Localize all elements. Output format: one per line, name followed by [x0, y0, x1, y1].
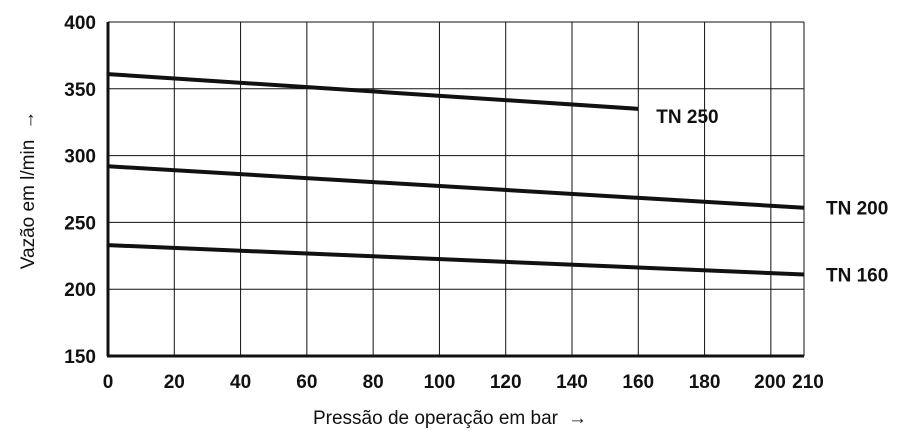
y-tick-labels: 150 200 250 300 350 400 [64, 13, 96, 368]
series-labels: TN 250 TN 200 TN 160 [656, 107, 888, 287]
series-line-tn-250 [107, 72, 639, 111]
x-axis-title: Pressão de operação em bar → [313, 408, 587, 429]
x-tick-label: 0 [103, 372, 114, 393]
x-tick-label: 140 [556, 372, 588, 393]
x-tick-label: 160 [622, 372, 654, 393]
x-tick-label: 60 [296, 372, 317, 393]
series-label: TN 250 [656, 107, 718, 128]
series-label: TN 160 [826, 266, 888, 287]
x-tick-labels: 0 20 40 60 80 100 120 140 160 180 200 210 [103, 372, 824, 393]
y-tick-label: 250 [64, 213, 96, 234]
x-tick-label: 80 [363, 372, 384, 393]
y-axis-title: Vazão em l/min→ [18, 111, 39, 270]
series-lines [107, 72, 805, 277]
y-tick-label: 300 [64, 147, 96, 168]
y-tick-label: 150 [64, 347, 96, 368]
y-tick-label: 200 [64, 280, 96, 301]
x-tick-label: 200 [754, 372, 786, 393]
y-tick-label: 400 [64, 13, 96, 34]
series-label: TN 200 [826, 199, 888, 220]
x-tick-label: 20 [164, 372, 185, 393]
x-tick-label: 120 [490, 372, 522, 393]
axes [106, 22, 804, 358]
x-tick-label: 40 [230, 372, 251, 393]
series-line-tn-200 [107, 164, 805, 210]
x-tick-label: 180 [689, 372, 721, 393]
grid [108, 21, 805, 356]
series-line-tn-160 [107, 243, 805, 277]
y-tick-label: 350 [64, 80, 96, 101]
x-tick-label: 210 [792, 372, 824, 393]
x-tick-label: 100 [424, 372, 456, 393]
